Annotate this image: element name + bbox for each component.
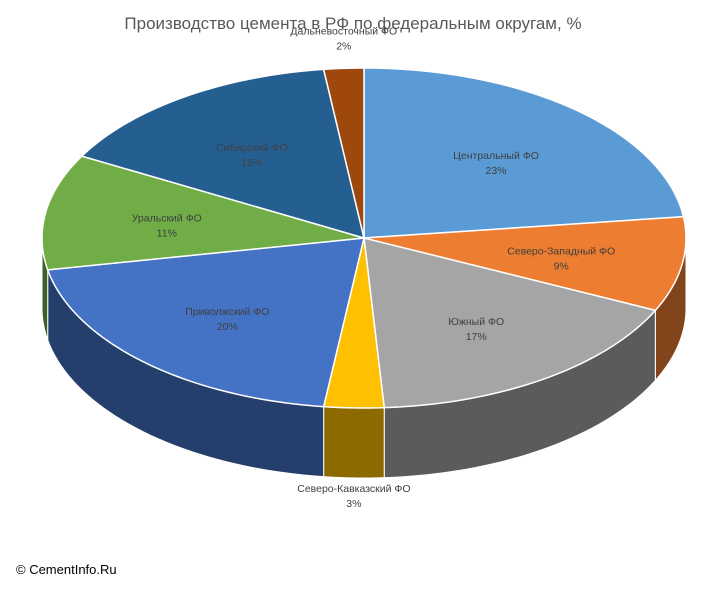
pie-side-3 bbox=[323, 406, 385, 479]
slice-value-label-5: 11% bbox=[157, 228, 177, 240]
pie-slice-2 bbox=[363, 237, 657, 409]
pie-slice-5 bbox=[41, 155, 365, 271]
pie-slice-1 bbox=[363, 215, 687, 312]
slice-label-3: Северо-Кавказский ФО bbox=[297, 483, 410, 495]
pie-slice-0 bbox=[363, 67, 685, 239]
pie-slice-7 bbox=[322, 67, 365, 239]
slice-value-label-4: 20% bbox=[217, 321, 238, 333]
pie-slice-4 bbox=[46, 237, 365, 408]
slice-label-0: Центральный ФО bbox=[453, 150, 539, 162]
slice-value-label-0: 23% bbox=[485, 165, 506, 177]
slice-value-label-1: 9% bbox=[554, 261, 569, 273]
slice-label-6: Сибирский ФО bbox=[216, 142, 288, 154]
slice-value-label-2: 17% bbox=[466, 331, 487, 343]
pie-slice-3 bbox=[322, 237, 386, 409]
slice-label-4: Приволжский ФО bbox=[185, 306, 269, 318]
slice-value-label-7: 2% bbox=[336, 40, 351, 52]
slice-label-7: Дальневосточный ФО bbox=[290, 25, 397, 37]
pie-labels: Центральный ФО 23% Северо-Западный ФО 9% Южн… bbox=[132, 25, 615, 510]
pie-top bbox=[41, 67, 687, 409]
slice-value-label-6: 15% bbox=[241, 157, 262, 169]
slice-label-1: Северо-Западный ФО bbox=[507, 246, 615, 258]
slice-label-5: Уральский ФО bbox=[132, 213, 202, 225]
pie-slice-6 bbox=[80, 68, 366, 240]
copyright-text: © CementInfo.Ru bbox=[16, 562, 117, 577]
pie-sides bbox=[41, 237, 687, 479]
chart-title: Производство цемента в РФ по федеральным… bbox=[124, 14, 582, 33]
slice-value-label-3: 3% bbox=[346, 498, 361, 510]
slice-label-2: Южный ФО bbox=[448, 316, 504, 328]
